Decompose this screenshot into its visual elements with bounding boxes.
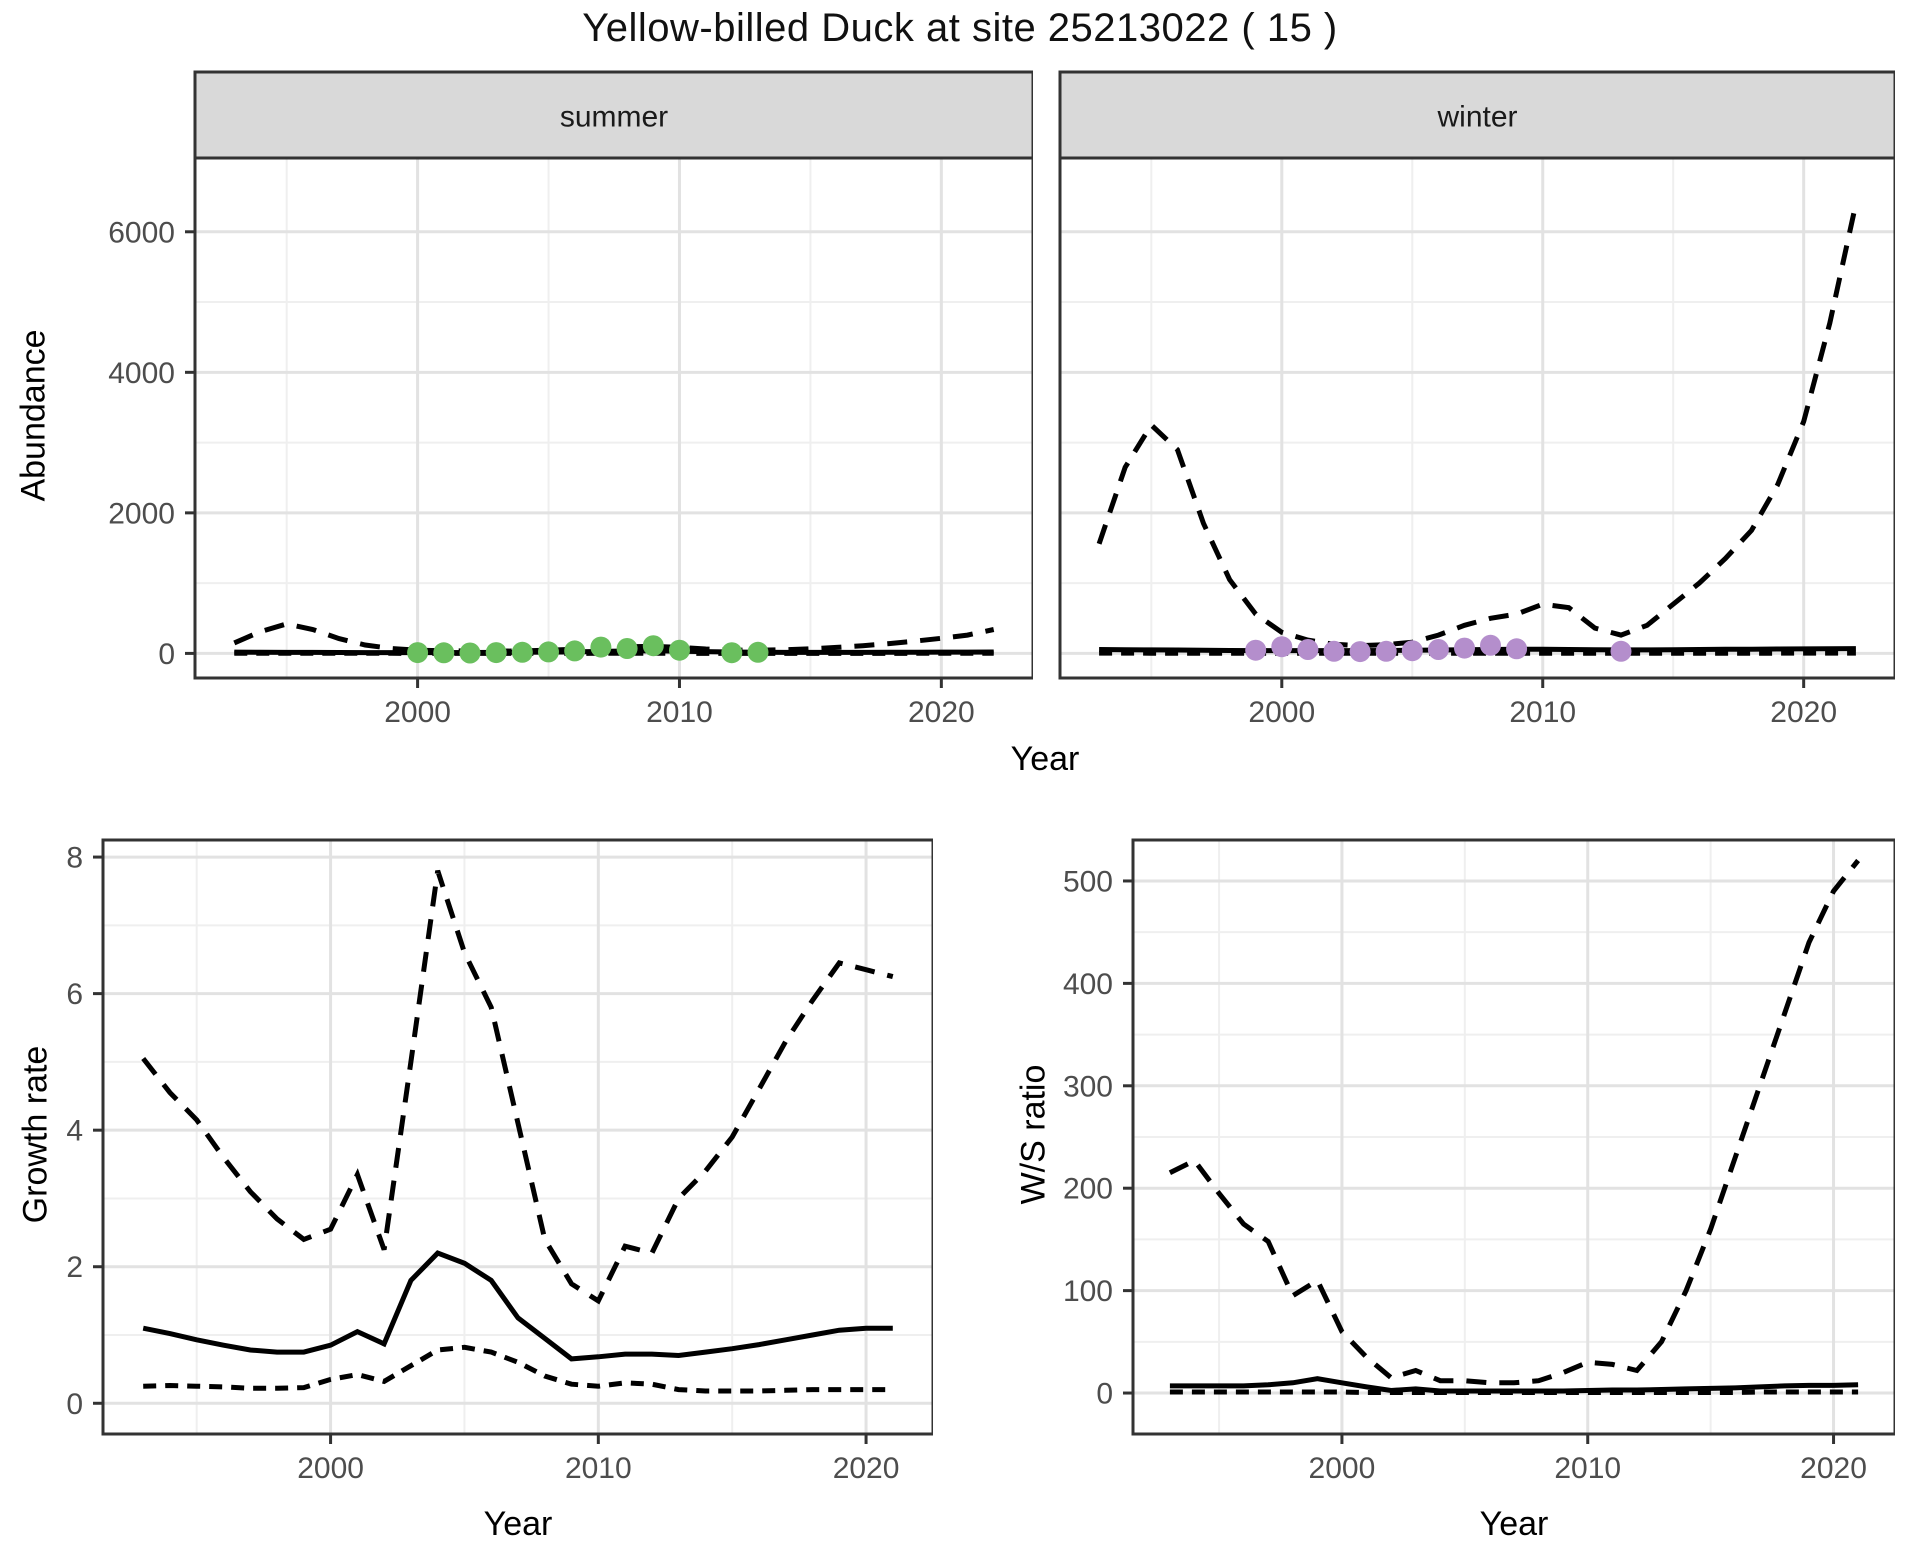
facet-strip-label: summer bbox=[560, 101, 668, 134]
series-lower_ci bbox=[143, 1344, 893, 1394]
data-point-observed_counts bbox=[669, 639, 690, 661]
x-tick-label: 2000 bbox=[1309, 1452, 1376, 1485]
x-tick-label: 2000 bbox=[297, 1452, 364, 1485]
data-point-observed_counts bbox=[1480, 634, 1501, 656]
data-point-observed_counts bbox=[721, 642, 743, 664]
data-point-observed_counts bbox=[1297, 639, 1319, 660]
y-tick-label: 6 bbox=[66, 978, 83, 1011]
y-tick-label: 0 bbox=[158, 638, 175, 671]
panel-border bbox=[101, 838, 933, 1436]
series-group bbox=[1096, 203, 1859, 663]
series-median bbox=[142, 1250, 893, 1362]
data-point-observed_counts bbox=[564, 640, 586, 662]
x-axis-title-growth-rate: Year bbox=[483, 1505, 553, 1543]
x-tick-label: 2000 bbox=[384, 696, 451, 729]
data-point-observed_counts bbox=[1427, 639, 1449, 660]
y-tick-label: 2000 bbox=[108, 497, 175, 530]
x-tick-label: 2020 bbox=[908, 696, 975, 729]
data-point-observed_counts bbox=[1454, 637, 1475, 659]
series-median bbox=[1169, 1376, 1859, 1394]
series-upper_ci bbox=[1096, 203, 1859, 649]
data-point-observed_counts bbox=[1375, 640, 1397, 662]
x-tick-label: 2020 bbox=[833, 1452, 900, 1485]
x-axis-title-ws-ratio: Year bbox=[1479, 1505, 1549, 1543]
y-tick-label: 0 bbox=[66, 1388, 83, 1421]
series-lower_ci bbox=[1169, 1389, 1859, 1395]
series-upper_ci bbox=[233, 621, 995, 654]
figure-title: Yellow-billed Duck at site 25213022 ( 15… bbox=[582, 6, 1338, 50]
series-group bbox=[233, 621, 995, 664]
data-point-observed_counts bbox=[538, 641, 559, 663]
panel-ws-ratio: 2000 2010 2020 0 100 200 300 400 500 bbox=[1063, 838, 1895, 1485]
panel-abundance-winter: winter 2000 2010 2020 bbox=[1058, 70, 1895, 729]
data-point-observed_counts bbox=[511, 641, 533, 663]
data-point-observed_counts bbox=[747, 641, 769, 663]
data-point-observed_counts bbox=[1349, 641, 1371, 663]
y-tick-label: 400 bbox=[1063, 968, 1113, 1001]
y-tick-label: 0 bbox=[1096, 1378, 1113, 1411]
y-tick-label: 300 bbox=[1063, 1070, 1113, 1103]
data-point-observed_counts bbox=[485, 642, 507, 664]
data-point-observed_counts bbox=[642, 635, 664, 657]
panel-border bbox=[193, 156, 1033, 680]
y-tick-label: 6000 bbox=[108, 216, 175, 249]
facet-strip bbox=[1058, 70, 1895, 160]
y-tick-label: 4 bbox=[66, 1115, 83, 1148]
panel-border bbox=[1131, 838, 1895, 1436]
series-median bbox=[1099, 646, 1856, 654]
y-axis-title-abundance: Abundance bbox=[14, 329, 53, 502]
data-point-observed_counts bbox=[1245, 639, 1267, 661]
y-tick-label: 100 bbox=[1063, 1275, 1113, 1308]
series-group bbox=[1168, 858, 1861, 1395]
data-point-observed_counts bbox=[407, 642, 429, 664]
data-point-observed_counts bbox=[590, 636, 612, 658]
series-upper_ci bbox=[141, 869, 894, 1305]
x-tick-label: 2010 bbox=[1509, 696, 1576, 729]
data-point-observed_counts bbox=[433, 642, 455, 664]
y-tick-label: 8 bbox=[66, 842, 83, 875]
y-tick-label: 200 bbox=[1063, 1173, 1113, 1206]
panel-abundance-summer: summer 2000 2010 2020 0 2000 4000 6000 bbox=[108, 70, 1033, 729]
panel-background bbox=[1060, 158, 1895, 678]
series-group bbox=[141, 869, 894, 1394]
data-point-observed_counts bbox=[616, 638, 638, 659]
data-point-observed_counts bbox=[459, 642, 481, 664]
data-point-observed_counts bbox=[1323, 640, 1345, 662]
x-axis-title-top: Year bbox=[1010, 740, 1080, 778]
data-point-observed_counts bbox=[1506, 638, 1528, 660]
x-tick-label: 2000 bbox=[1248, 696, 1315, 729]
panel-background bbox=[195, 158, 1033, 678]
y-tick-label: 4000 bbox=[108, 357, 175, 390]
facet-strip bbox=[193, 70, 1033, 160]
data-point-observed_counts bbox=[1271, 636, 1293, 658]
x-tick-label: 2020 bbox=[1800, 1452, 1867, 1485]
facet-strip-label: winter bbox=[1436, 101, 1517, 134]
y-tick-label: 500 bbox=[1063, 865, 1113, 898]
panel-growth-rate: 2000 2010 2020 0 2 4 6 8 bbox=[66, 838, 933, 1485]
data-point-observed_counts bbox=[1610, 640, 1632, 662]
series-median bbox=[234, 648, 994, 656]
series-upper_ci bbox=[1168, 858, 1861, 1386]
x-tick-label: 2010 bbox=[1554, 1452, 1621, 1485]
x-tick-label: 2020 bbox=[1770, 696, 1837, 729]
x-tick-label: 2010 bbox=[565, 1452, 632, 1485]
data-point-observed_counts bbox=[1401, 640, 1423, 662]
y-tick-label: 2 bbox=[66, 1251, 83, 1284]
panel-border bbox=[1058, 156, 1895, 680]
x-tick-label: 2010 bbox=[646, 696, 713, 729]
